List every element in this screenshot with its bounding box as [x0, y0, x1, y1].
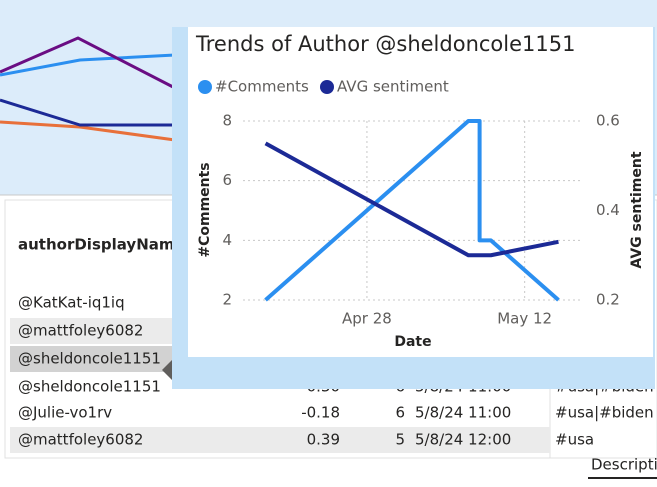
- table-cell: @sheldoncole1151: [18, 350, 161, 368]
- table-cell: -0.18: [301, 404, 340, 422]
- bg-line: [0, 36, 176, 90]
- tooltip-panel: [188, 27, 653, 357]
- series-line: [264, 119, 560, 302]
- table-cell: 6: [395, 404, 405, 422]
- x-tick-label: May 12: [497, 310, 552, 328]
- bg-line: [0, 98, 175, 127]
- y2-tick-label: 0.2: [596, 291, 620, 309]
- tooltip-pointer: [162, 360, 172, 380]
- table-cell: 5/8/24 11:00: [415, 404, 511, 422]
- x-tick-label: Apr 28: [342, 310, 392, 328]
- legend-marker: [320, 80, 334, 94]
- table-cell: 5/8/24 12:00: [415, 431, 511, 449]
- table-cell: @sheldoncole1151: [18, 378, 161, 396]
- table-cell: @mattfoley6082: [18, 431, 143, 449]
- table-cell: @Julie-vo1rv: [18, 404, 112, 422]
- y2-tick-label: 0.6: [596, 112, 620, 130]
- chart-title: Trends of Author @sheldoncole1151: [195, 32, 575, 56]
- legend-label: #Comments: [215, 78, 309, 96]
- y-tick-label: 2: [222, 291, 232, 309]
- y-tick-label: 8: [222, 112, 232, 130]
- x-axis-title: Date: [394, 334, 431, 350]
- bg-line: [0, 120, 176, 142]
- table-cell: #usa|#biden: [555, 404, 654, 422]
- table-cell: @mattfoley6082: [18, 322, 143, 340]
- tab[interactable]: Descripti: [591, 456, 657, 474]
- table-cell: @KatKat-iq1iq: [18, 294, 125, 312]
- bg-line: [0, 53, 176, 77]
- series-line: [264, 141, 559, 258]
- table-cell: 5: [395, 431, 405, 449]
- y-tick-label: 4: [222, 231, 232, 249]
- y2-tick-label: 0.4: [596, 201, 620, 219]
- table-cell: 0.39: [307, 431, 340, 449]
- legend-marker: [198, 80, 212, 94]
- y-tick-label: 6: [222, 171, 232, 189]
- row-highlight: [10, 427, 550, 453]
- y-axis-title: #Comments: [197, 162, 213, 257]
- table-cell: #usa: [555, 431, 594, 449]
- legend-label: AVG sentiment: [337, 78, 449, 96]
- column-header[interactable]: authorDisplayName: [18, 236, 185, 254]
- y2-axis-title: AVG sentiment: [629, 151, 645, 268]
